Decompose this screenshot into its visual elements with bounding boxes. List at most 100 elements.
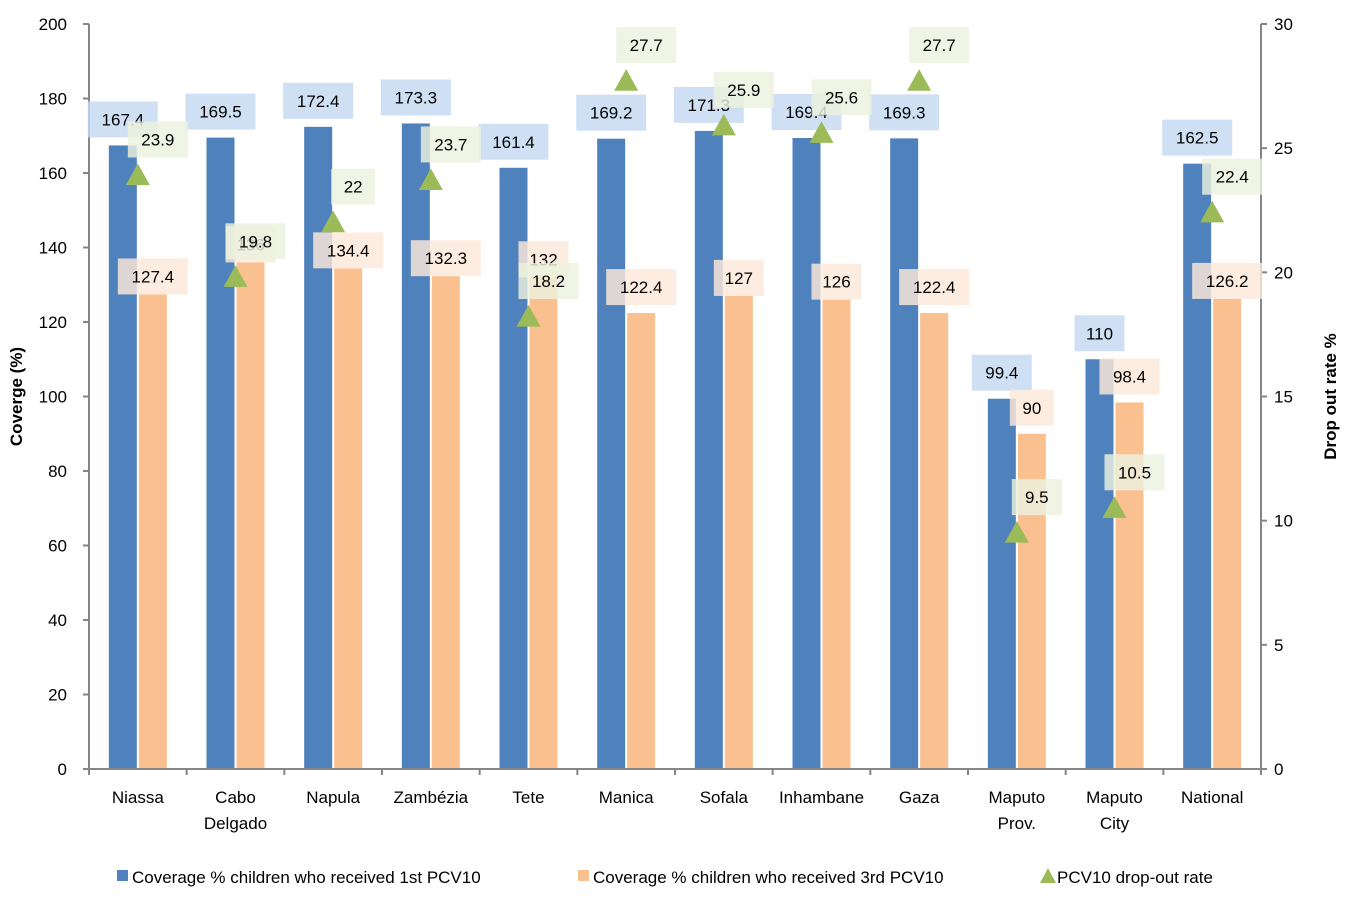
category-label-0: Niassa bbox=[112, 788, 165, 807]
left-tick-label-5: 100 bbox=[39, 388, 67, 407]
data-label-s2-0-bg bbox=[117, 258, 188, 295]
bar-1-9 bbox=[987, 398, 1016, 769]
left-tick-label-8: 160 bbox=[39, 164, 67, 183]
bar-2-11 bbox=[1213, 298, 1242, 769]
left-tick-label-0: 0 bbox=[58, 760, 67, 779]
data-label-dropout-11: 22.4 bbox=[1216, 168, 1249, 187]
data-label-s1-8: 169.3 bbox=[883, 103, 926, 122]
category-label-9: Maputo Prov. bbox=[988, 788, 1045, 833]
right-tick-label-1: 5 bbox=[1274, 636, 1283, 655]
data-label-dropout-11-bg bbox=[1202, 158, 1263, 195]
legend-label-2: Coverage % children who received 3rd PCV… bbox=[593, 868, 944, 887]
data-label-s2-3: 132.3 bbox=[425, 249, 468, 268]
legend-swatch-2 bbox=[578, 870, 589, 881]
bar-1-11 bbox=[1183, 163, 1212, 769]
right-tick-label-6: 30 bbox=[1274, 15, 1293, 34]
data-label-dropout-9: 9.5 bbox=[1025, 488, 1049, 507]
bar-2-8 bbox=[920, 313, 949, 769]
dropout-marker-6 bbox=[711, 113, 736, 136]
data-label-s2-6: 127 bbox=[725, 269, 753, 288]
left-tick-label-1: 20 bbox=[48, 686, 67, 705]
bar-2-0 bbox=[138, 294, 167, 769]
dropout-marker-10 bbox=[1102, 496, 1127, 518]
legend-swatch-3 bbox=[1040, 868, 1056, 883]
data-label-s1-8-bg bbox=[869, 94, 940, 131]
data-label-s1-10: 110 bbox=[1086, 324, 1113, 343]
legend-label-3: PCV10 drop-out rate bbox=[1057, 868, 1213, 887]
data-label-dropout-10: 10.5 bbox=[1118, 463, 1151, 482]
bar-1-6 bbox=[694, 130, 723, 770]
category-label-3: Zambézia bbox=[394, 788, 469, 807]
category-label-1: Cabo Delgado bbox=[204, 788, 267, 833]
data-label-dropout-2: 22 bbox=[344, 178, 363, 197]
left-tick-label-3: 60 bbox=[48, 537, 67, 556]
data-label-s2-7: 126 bbox=[822, 273, 850, 292]
data-label-s2-10-bg bbox=[1099, 358, 1160, 395]
data-label-s1-3: 173.3 bbox=[395, 88, 438, 107]
bar-2-3 bbox=[431, 276, 460, 769]
data-label-dropout-2-bg bbox=[331, 168, 376, 205]
dropout-marker-2 bbox=[321, 210, 346, 233]
bar-1-5 bbox=[597, 138, 626, 770]
dropout-marker-7 bbox=[809, 121, 834, 143]
data-label-dropout-3-bg bbox=[420, 126, 481, 163]
category-label-11: National bbox=[1181, 788, 1243, 807]
bar-2-1 bbox=[236, 262, 265, 769]
right-axis-title: Drop out rate % bbox=[1321, 333, 1340, 460]
data-label-s1-1-bg bbox=[185, 93, 256, 130]
data-label-s1-1: 169.5 bbox=[199, 103, 242, 122]
data-label-s2-11-bg bbox=[1192, 262, 1263, 299]
data-label-dropout-5: 27.7 bbox=[630, 36, 663, 55]
dropout-marker-9 bbox=[1004, 521, 1029, 543]
bar-1-3 bbox=[401, 123, 430, 769]
data-label-s2-9: 90 bbox=[1022, 399, 1041, 418]
data-label-dropout-4: 18.2 bbox=[532, 272, 565, 291]
data-label-s1-11-bg bbox=[1162, 119, 1233, 156]
data-label-s1-3-bg bbox=[380, 79, 451, 116]
bar-1-8 bbox=[890, 138, 919, 770]
data-label-s1-5-bg bbox=[576, 94, 647, 131]
data-label-dropout-6-bg bbox=[713, 71, 774, 108]
bar-2-4 bbox=[529, 277, 558, 769]
dropout-marker-3 bbox=[418, 168, 443, 191]
data-label-s2-7-bg bbox=[811, 263, 862, 300]
data-label-s2-2: 134.4 bbox=[327, 241, 370, 260]
data-label-s2-3-bg bbox=[410, 240, 481, 277]
bar-2-6 bbox=[724, 295, 753, 769]
data-label-dropout-9-bg bbox=[1011, 479, 1062, 516]
bar-1-7 bbox=[792, 137, 821, 770]
data-label-s2-6-bg bbox=[713, 259, 764, 296]
data-label-s2-8-bg bbox=[899, 269, 970, 306]
data-label-dropout-0-bg bbox=[127, 121, 188, 158]
data-label-s2-11: 126.2 bbox=[1206, 272, 1249, 291]
data-label-dropout-8: 27.7 bbox=[923, 36, 956, 55]
bar-1-10 bbox=[1085, 359, 1114, 769]
category-label-6: Sofala bbox=[700, 788, 749, 807]
data-label-s1-5: 169.2 bbox=[590, 104, 633, 123]
data-label-dropout-1-bg bbox=[225, 223, 286, 260]
left-tick-label-9: 180 bbox=[39, 90, 67, 109]
data-label-s2-10: 98.4 bbox=[1113, 367, 1146, 386]
data-label-s1-2: 172.4 bbox=[297, 92, 340, 111]
left-tick-label-2: 40 bbox=[48, 611, 67, 630]
data-label-dropout-7: 25.6 bbox=[825, 88, 858, 107]
data-label-dropout-10-bg bbox=[1104, 454, 1165, 491]
bar-2-7 bbox=[822, 299, 851, 769]
right-tick-label-2: 10 bbox=[1274, 512, 1293, 531]
category-label-4: Tete bbox=[512, 788, 544, 807]
data-label-s2-8: 122.4 bbox=[913, 278, 956, 297]
bar-2-5 bbox=[627, 313, 656, 769]
data-label-s2-9-bg bbox=[1009, 389, 1054, 426]
category-label-7: Inhambane bbox=[779, 788, 864, 807]
category-label-10: Maputo City bbox=[1086, 788, 1143, 833]
dropout-marker-11 bbox=[1200, 200, 1225, 223]
data-label-s2-0: 127.4 bbox=[132, 267, 175, 286]
legend-swatch-1 bbox=[117, 870, 128, 881]
data-label-s1-11: 162.5 bbox=[1176, 129, 1219, 148]
data-label-s1-4-bg bbox=[478, 123, 549, 160]
category-label-2: Napula bbox=[306, 788, 360, 807]
dropout-marker-1 bbox=[223, 265, 248, 287]
data-label-s1-4: 161.4 bbox=[492, 133, 535, 152]
